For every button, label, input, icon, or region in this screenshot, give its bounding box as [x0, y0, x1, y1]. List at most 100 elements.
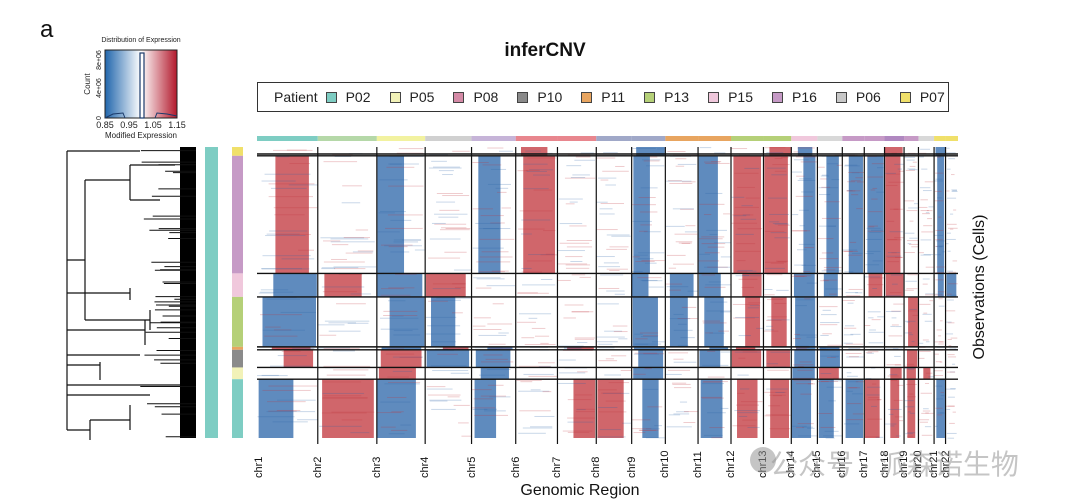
- cnv-noise: [614, 293, 625, 295]
- cnv-noise: [738, 335, 751, 337]
- cnv-noise: [673, 263, 695, 265]
- chromosome-tick-label: chr7: [551, 456, 564, 478]
- cnv-noise: [567, 399, 592, 401]
- cnv-noise: [890, 325, 896, 327]
- cnv-block: [273, 273, 317, 297]
- cnv-noise: [675, 158, 687, 160]
- cnv-noise: [821, 217, 841, 219]
- cnv-block: [377, 155, 405, 274]
- cnv-noise: [383, 315, 418, 317]
- cnv-noise: [769, 394, 786, 396]
- cnv-noise: [907, 368, 915, 370]
- cnv-noise: [764, 391, 787, 393]
- cnv-noise: [438, 170, 454, 172]
- cnv-noise: [925, 341, 930, 343]
- cnv-noise: [542, 391, 552, 393]
- cnv-noise: [680, 337, 695, 339]
- color-key-histogram-bar: [139, 52, 145, 119]
- cnv-noise: [952, 260, 958, 262]
- cnv-noise: [891, 324, 899, 326]
- cnv-noise: [288, 184, 318, 186]
- cnv-noise: [796, 427, 805, 429]
- cnv-noise: [389, 163, 402, 165]
- cnv-noise: [736, 260, 746, 262]
- cnv-noise: [384, 383, 420, 385]
- cnv-noise: [681, 306, 697, 308]
- cnv-noise: [776, 289, 789, 291]
- legend-label: P10: [537, 89, 563, 105]
- cnv-noise: [640, 279, 658, 281]
- cnv-block: [745, 296, 761, 347]
- cnv-noise: [918, 206, 928, 208]
- cnv-block: [946, 273, 957, 297]
- cnv-noise: [350, 293, 372, 295]
- cnv-noise: [388, 163, 419, 165]
- cnv-noise: [947, 437, 955, 439]
- cnv-noise: [596, 157, 616, 159]
- cnv-noise: [388, 381, 421, 383]
- cnv-noise: [777, 261, 787, 263]
- cnv-noise: [648, 286, 664, 288]
- cnv-noise: [620, 369, 632, 371]
- cnv-noise: [823, 435, 843, 437]
- legend-swatch: [389, 91, 401, 103]
- cnv-noise: [527, 260, 553, 262]
- cnv-block: [735, 346, 756, 350]
- cnv-noise: [518, 228, 545, 230]
- cnv-noise: [912, 314, 919, 316]
- legend-label: P15: [728, 89, 753, 105]
- cnv-noise: [338, 273, 363, 275]
- cnv-noise: [564, 304, 584, 306]
- cnv-block: [573, 379, 596, 438]
- cnv-noise: [909, 308, 917, 310]
- cnv-noise: [430, 365, 467, 367]
- cnv-noise: [945, 405, 955, 407]
- chromosome-tick-label: chr4: [419, 456, 432, 478]
- cnv-block: [262, 296, 317, 347]
- cnv-noise: [702, 381, 721, 383]
- cnv-noise: [704, 266, 730, 268]
- cnv-noise: [766, 274, 783, 276]
- cnv-noise: [321, 267, 359, 269]
- cnv-noise: [635, 260, 655, 262]
- cnv-noise: [793, 377, 814, 379]
- cnv-noise: [747, 307, 760, 309]
- cnv-noise: [946, 333, 954, 335]
- cnv-noise: [889, 292, 902, 294]
- cnv-noise: [277, 355, 307, 357]
- chromosome-bar-segment: [317, 136, 377, 141]
- cnv-noise: [281, 350, 301, 352]
- cnv-noise: [597, 177, 617, 179]
- chromosome-bar-segment: [471, 136, 516, 141]
- cnv-noise: [942, 251, 945, 253]
- cnv-noise: [668, 414, 681, 416]
- cnv-noise: [868, 342, 884, 344]
- cnv-noise: [769, 213, 789, 215]
- cnv-noise: [736, 271, 748, 273]
- cnv-noise: [737, 374, 749, 376]
- cnv-noise: [499, 150, 513, 152]
- cnv-noise: [600, 203, 624, 205]
- cnv-noise: [887, 408, 902, 410]
- cnv-noise: [919, 187, 931, 189]
- cnv-noise: [266, 401, 306, 403]
- cnv-noise: [889, 374, 898, 376]
- cnv-block: [426, 349, 470, 368]
- cnv-noise: [909, 220, 914, 222]
- cnv-noise: [867, 351, 879, 353]
- cnv-noise: [472, 325, 486, 327]
- cnv-noise: [946, 168, 951, 170]
- cnv-noise: [745, 197, 760, 199]
- cnv-noise: [892, 348, 903, 350]
- cnv-noise: [632, 220, 652, 222]
- cnv-noise: [793, 159, 809, 161]
- chromosome-bar-segment: [842, 136, 865, 141]
- cnv-noise: [383, 310, 418, 312]
- cnv-noise: [596, 336, 625, 338]
- cnv-noise: [907, 274, 918, 276]
- cnv-block: [480, 367, 509, 380]
- cnv-noise: [597, 389, 617, 391]
- cnv-noise: [891, 317, 897, 319]
- cnv-block: [669, 273, 694, 297]
- cnv-noise: [665, 225, 685, 227]
